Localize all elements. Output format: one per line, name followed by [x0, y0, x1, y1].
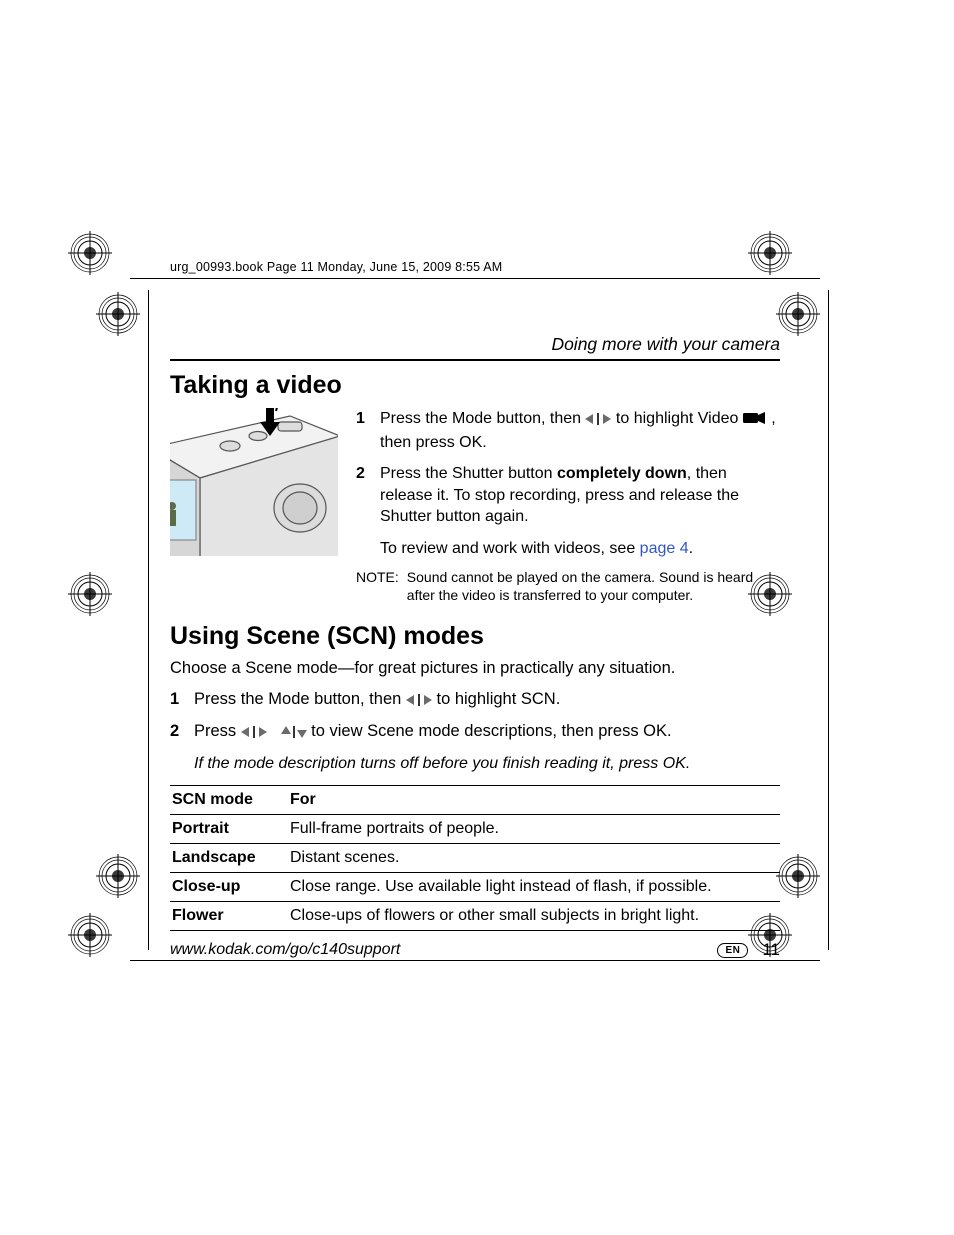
- text: to highlight SCN.: [436, 690, 560, 708]
- text: To review and work with videos, see: [380, 540, 640, 557]
- table-row: Flower Close-ups of flowers or other sma…: [170, 901, 780, 931]
- scn-mode-desc: Close-ups of flowers or other small subj…: [290, 907, 780, 925]
- video-section: 1 Press the Mode button, then to highlig…: [170, 408, 780, 604]
- video-steps: 1 Press the Mode button, then to highlig…: [356, 408, 780, 604]
- scn-table: SCN mode For Portrait Full-frame portrai…: [170, 785, 780, 931]
- page-link[interactable]: page 4: [640, 540, 689, 557]
- registration-mark-icon: [96, 292, 140, 336]
- step-body: Press the Mode button, then to highlight…: [194, 688, 780, 714]
- step-number: 2: [356, 463, 370, 528]
- scn-steps: 1 Press the Mode button, then to highlig…: [170, 688, 780, 775]
- video-step-2: 2 Press the Shutter button completely do…: [356, 463, 780, 528]
- scn-mode-desc: Close range. Use available light instead…: [290, 878, 780, 896]
- step-body: Press the Shutter button completely down…: [380, 463, 780, 528]
- video-note: NOTE: Sound cannot be played on the came…: [356, 568, 780, 604]
- page-number: 11: [762, 940, 780, 960]
- registration-mark-icon: [68, 572, 112, 616]
- text: to highlight Video: [616, 410, 743, 427]
- text: Press: [194, 722, 241, 740]
- text: Press the Mode button, then: [194, 690, 406, 708]
- running-header: Doing more with your camera: [170, 334, 780, 355]
- table-header-for: For: [290, 791, 780, 809]
- table-row: Close-up Close range. Use available ligh…: [170, 872, 780, 901]
- video-review-line: To review and work with videos, see page…: [380, 538, 780, 560]
- step-body: Press to view Scene mode descriptions, t…: [194, 720, 780, 746]
- step-number: 2: [170, 720, 184, 746]
- registration-mark-icon: [68, 231, 112, 275]
- text: to view Scene mode descriptions, then pr…: [311, 722, 671, 740]
- language-badge: EN: [717, 943, 748, 958]
- bold-text: completely down: [557, 465, 687, 482]
- registration-mark-icon: [776, 292, 820, 336]
- video-step-1: 1 Press the Mode button, then to highlig…: [356, 408, 780, 453]
- step-number: 1: [356, 408, 370, 453]
- crop-line-left: [148, 290, 149, 950]
- scn-intro: Choose a Scene mode—for great pictures i…: [170, 659, 780, 678]
- header-rule: [170, 359, 780, 361]
- step-body: Press the Mode button, then to highlight…: [380, 408, 780, 453]
- table-header-row: SCN mode For: [170, 785, 780, 814]
- page-content: urg_00993.book Page 11 Monday, June 15, …: [170, 260, 780, 960]
- note-label: NOTE:: [356, 568, 399, 604]
- left-right-arrow-icon: [585, 410, 611, 432]
- registration-mark-icon: [96, 854, 140, 898]
- heading-taking-video: Taking a video: [170, 371, 780, 400]
- step-number: 1: [170, 688, 184, 714]
- crop-line-bottom: [130, 960, 820, 961]
- camera-illustration: [170, 408, 338, 556]
- video-camera-icon: [743, 410, 767, 432]
- scn-mode-name: Landscape: [170, 849, 290, 867]
- footer-right: EN 11: [717, 940, 780, 960]
- registration-mark-icon: [776, 854, 820, 898]
- document-page: urg_00993.book Page 11 Monday, June 15, …: [0, 0, 954, 1235]
- scn-step-2: 2 Press to view Scene mode descriptions,…: [170, 720, 780, 746]
- table-header-mode: SCN mode: [170, 791, 290, 809]
- left-right-arrow-icon: [406, 690, 432, 714]
- scn-hint: If the mode description turns off before…: [194, 752, 780, 775]
- note-body: Sound cannot be played on the camera. So…: [407, 568, 780, 604]
- scn-mode-name: Portrait: [170, 820, 290, 838]
- table-row: Portrait Full-frame portraits of people.: [170, 814, 780, 843]
- scn-step-1: 1 Press the Mode button, then to highlig…: [170, 688, 780, 714]
- heading-scn-modes: Using Scene (SCN) modes: [170, 622, 780, 651]
- footer-url: www.kodak.com/go/c140support: [170, 941, 400, 959]
- print-header: urg_00993.book Page 11 Monday, June 15, …: [170, 260, 780, 274]
- table-row: Landscape Distant scenes.: [170, 843, 780, 872]
- registration-mark-icon: [68, 913, 112, 957]
- left-right-arrow-icon: [241, 722, 267, 746]
- up-down-arrow-icon: [281, 722, 307, 746]
- scn-mode-name: Close-up: [170, 878, 290, 896]
- page-footer: www.kodak.com/go/c140support EN 11: [170, 940, 780, 960]
- text: Press the Shutter button: [380, 465, 557, 482]
- text: .: [689, 540, 693, 557]
- scn-mode-name: Flower: [170, 907, 290, 925]
- scn-mode-desc: Distant scenes.: [290, 849, 780, 867]
- scn-mode-desc: Full-frame portraits of people.: [290, 820, 780, 838]
- crop-line-right: [828, 290, 829, 950]
- text: Press the Mode button, then: [380, 410, 585, 427]
